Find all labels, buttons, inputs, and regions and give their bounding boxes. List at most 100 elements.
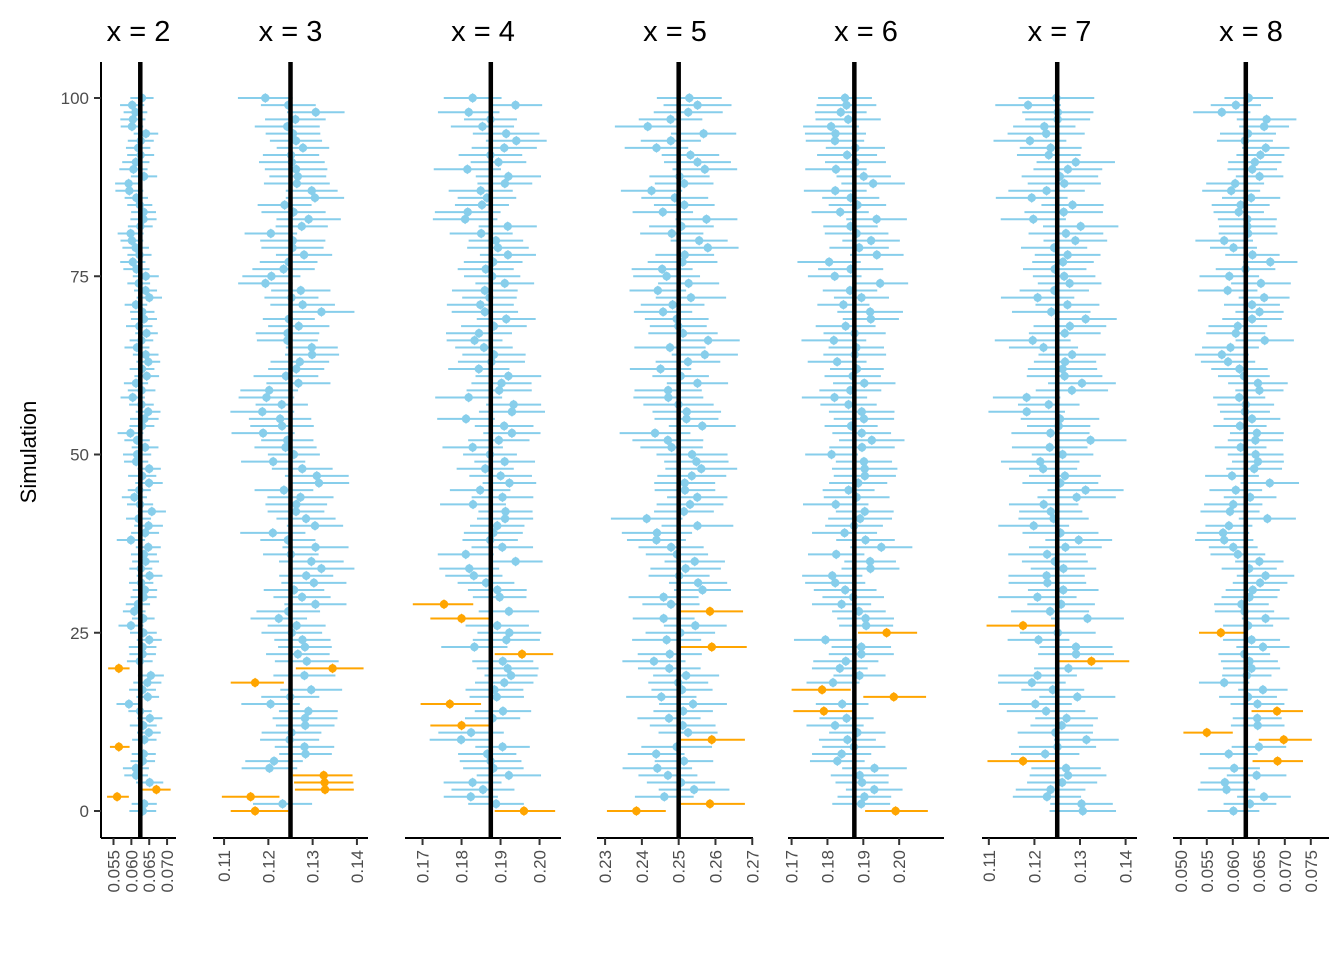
estimate-point-cover-core (872, 250, 882, 260)
x-tick-label: 0.12 (259, 850, 278, 883)
estimate-point-cover-core (512, 136, 521, 145)
estimate-point-cover-core (665, 664, 674, 673)
estimate-point-cover-core (1252, 428, 1262, 438)
estimate-point-cover-core (307, 186, 316, 195)
estimate-point-cover-core (686, 150, 695, 160)
estimate-point-cover-core (317, 307, 326, 317)
estimate-point-cover-core (468, 778, 477, 787)
x-tick-label: 0.17 (783, 850, 802, 883)
estimate-point-cover-core (1251, 436, 1260, 445)
estimate-point-cover-core (128, 257, 138, 267)
estimate-point-cover-core (1248, 250, 1257, 260)
estimate-point-cover-core (1046, 785, 1055, 794)
estimate-point-cover-core (703, 336, 713, 345)
estimate-point-cover-core (1081, 485, 1090, 495)
estimate-point-cover-core (1265, 478, 1274, 488)
estimate-point-cover-core (1048, 685, 1057, 694)
x-tick-label: 0.23 (596, 850, 615, 883)
y-axis-title: Simulation (16, 401, 41, 504)
x-tick-label: 0.11 (980, 850, 999, 882)
estimate-point-cover-core (700, 165, 710, 174)
estimate-point-cover-core (298, 300, 307, 309)
estimate-point-cover-core (1234, 207, 1243, 217)
estimate-point-cover-core (668, 300, 677, 309)
estimate-point-cover-core (658, 207, 668, 217)
estimate-point-cover-core (860, 464, 869, 473)
estimate-point-cover-core (854, 607, 864, 616)
x-tick-label: 0.070 (158, 850, 177, 893)
estimate-point-cover-core (1258, 642, 1268, 652)
estimate-point-cover-core (866, 314, 876, 324)
estimate-point-cover-core (689, 785, 699, 794)
estimate-point-cover-core (304, 706, 313, 716)
estimate-point-cover-core (1058, 257, 1068, 267)
estimate-point-cover-core (302, 571, 311, 580)
estimate-point-cover-core (491, 799, 501, 809)
estimate-point-cover-core (141, 286, 150, 295)
estimate-point-cover-core (840, 585, 850, 595)
estimate-point-cover-core (126, 428, 135, 438)
estimate-point-cover-core (1255, 557, 1264, 566)
estimate-point-cover-core (1223, 357, 1233, 367)
estimate-point-miss-core (246, 792, 255, 801)
estimate-point-cover-core (1248, 165, 1257, 174)
estimate-point-cover-core (679, 179, 689, 188)
estimate-point-cover-core (1220, 778, 1230, 787)
estimate-point-cover-core (691, 621, 700, 630)
estimate-point-cover-core (500, 279, 509, 288)
estimate-point-cover-core (1071, 642, 1081, 652)
estimate-point-cover-core (659, 592, 668, 602)
estimate-point-cover-core (866, 564, 875, 573)
estimate-point-cover-core (258, 407, 267, 416)
estimate-point-cover-core (1248, 585, 1257, 595)
panel-title: x = 5 (643, 16, 707, 48)
estimate-point-cover-core (1250, 157, 1260, 167)
estimate-point-cover-core (317, 564, 326, 573)
estimate-point-cover-core (261, 93, 270, 103)
y-axis: Simulation 0 25 50 75 100 (16, 62, 102, 838)
estimate-point-cover-core (460, 215, 470, 224)
x-tick-label: 0.12 (1025, 850, 1044, 883)
estimate-point-cover-core (294, 379, 303, 388)
estimate-point-cover-core (504, 607, 514, 616)
estimate-point-cover-core (268, 528, 278, 538)
estimate-point-cover-core (830, 721, 840, 730)
estimate-point-cover-core (1229, 243, 1238, 252)
estimate-point-cover-core (1236, 443, 1245, 452)
estimate-point-cover-core (1217, 350, 1227, 359)
estimate-point-cover-core (128, 115, 138, 124)
estimate-point-cover-core (821, 635, 830, 645)
estimate-point-cover-core (665, 343, 675, 352)
estimate-point-cover-core (478, 122, 487, 131)
estimate-point-cover-core (291, 364, 301, 374)
estimate-point-cover-core (277, 421, 287, 431)
estimate-point-cover-core (693, 521, 702, 530)
estimate-point-cover-core (1255, 307, 1264, 317)
estimate-point-cover-core (657, 264, 667, 274)
estimate-point-cover-core (1235, 421, 1245, 431)
x-tick-label: 0.26 (706, 850, 725, 883)
estimate-point-cover-core (1042, 571, 1051, 580)
estimate-point-cover-core (693, 493, 702, 502)
estimate-point-cover-core (1219, 678, 1229, 687)
x-tick-label: 0.14 (348, 850, 367, 883)
estimate-point-cover-core (663, 386, 673, 395)
estimate-point-cover-core (693, 100, 702, 110)
estimate-point-cover-core (1226, 186, 1236, 195)
estimate-point-cover-core (130, 493, 139, 502)
estimate-point-cover-core (297, 592, 307, 602)
estimate-point-cover-core (124, 699, 134, 709)
estimate-point-cover-core (841, 657, 851, 666)
estimate-point-cover-core (1057, 721, 1066, 730)
estimate-point-cover-core (465, 564, 474, 573)
estimate-point-cover-core (1065, 321, 1075, 331)
estimate-point-cover-core (1027, 678, 1037, 687)
estimate-point-cover-core (470, 336, 479, 345)
estimate-point-cover-core (127, 236, 137, 245)
estimate-point-cover-core (693, 379, 702, 388)
estimate-point-cover-core (145, 635, 154, 645)
estimate-point-cover-core (1220, 535, 1229, 545)
facet-panel: x = 6 0.17 0.18 0.19 0.20 (783, 16, 944, 883)
estimate-point-cover-core (1219, 236, 1229, 245)
